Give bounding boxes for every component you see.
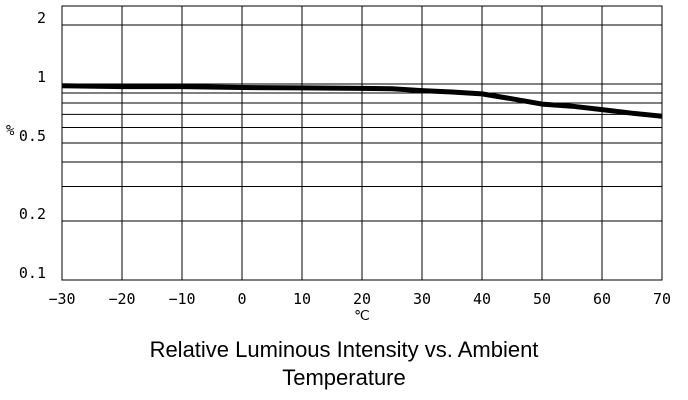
plot-frame: [61, 5, 663, 281]
y-tick-label: 0.2: [19, 205, 46, 223]
x-tick-label: 70: [653, 290, 671, 308]
x-axis-label: ℃: [354, 308, 370, 324]
x-tick-label: −10: [168, 290, 195, 308]
x-tick-label: 20: [353, 290, 371, 308]
chart: −30 −20 −10 0 10 20 30 40 50 60 70 0.1 0.2 0.5 1 2 % ℃: [6, 5, 671, 324]
x-tick-label: 10: [293, 290, 311, 308]
chart-title-line-1: Relative Luminous Intensity vs. Ambient: [149, 337, 539, 362]
y-tick-label: 2: [37, 9, 46, 27]
x-tick-label: −30: [48, 290, 75, 308]
x-tick-label: 50: [533, 290, 551, 308]
chart-title: Relative Luminous Intensity vs. Ambient …: [0, 336, 688, 392]
chart-title-line-2: Temperature: [282, 365, 406, 390]
series-line: [61, 83, 663, 119]
x-tick-label: 40: [473, 290, 491, 308]
x-tick-label: 30: [413, 290, 431, 308]
y-tick-label: 1: [37, 68, 46, 86]
x-tick-labels: −30 −20 −10 0 10 20 30 40 50 60 70: [48, 290, 671, 308]
y-tick-label: 0.1: [19, 264, 46, 282]
chart-grid: [61, 6, 663, 281]
y-axis-label: %: [6, 123, 15, 139]
x-tick-label: 0: [237, 290, 246, 308]
x-tick-label: 60: [593, 290, 611, 308]
y-tick-labels: 0.1 0.2 0.5 1 2: [19, 9, 46, 282]
x-tick-label: −20: [108, 290, 135, 308]
y-tick-label: 0.5: [19, 127, 46, 145]
